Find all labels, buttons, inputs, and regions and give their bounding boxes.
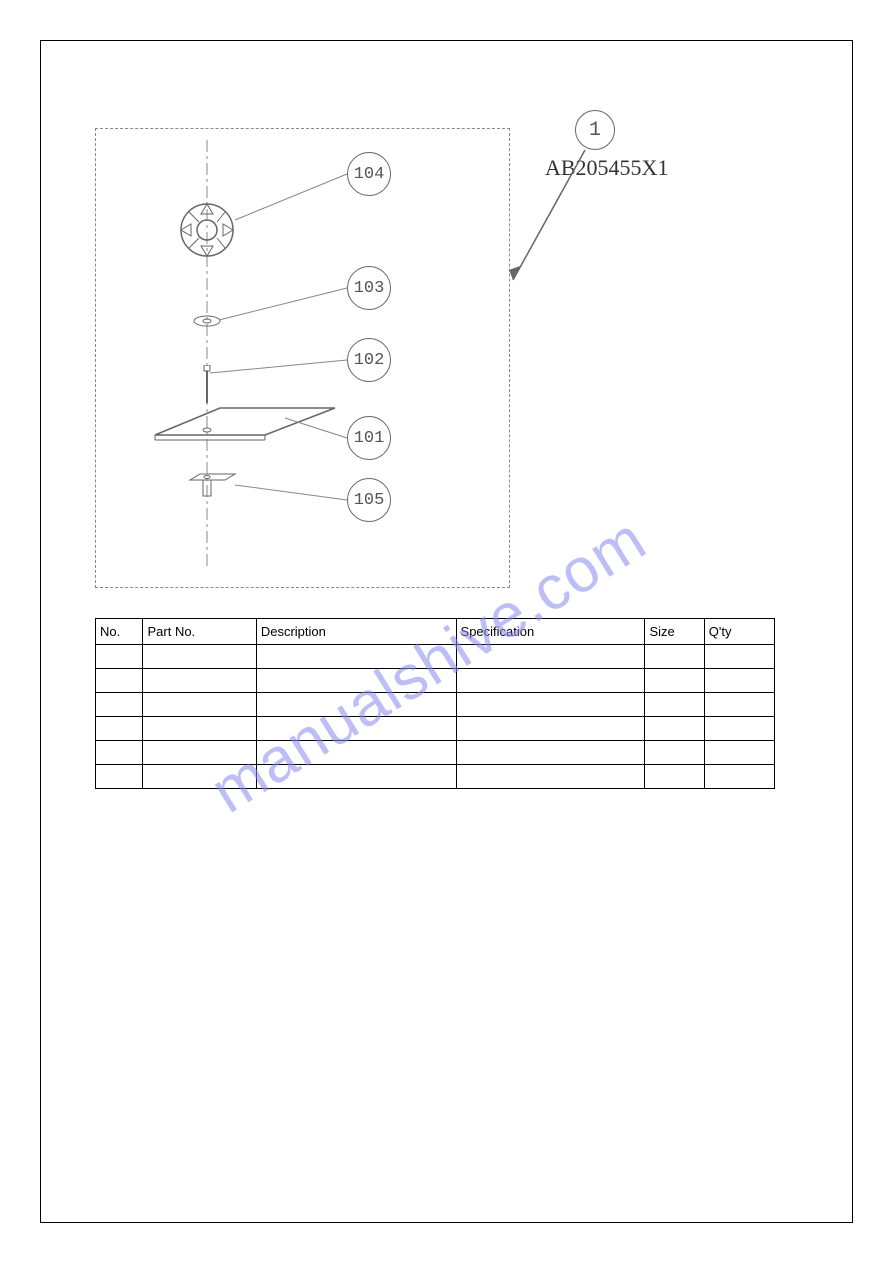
cell-qty — [704, 765, 774, 789]
table-body — [96, 645, 775, 789]
cell-no — [96, 765, 143, 789]
table-row — [96, 645, 775, 669]
table-row — [96, 669, 775, 693]
header-part-no: Part No. — [143, 619, 256, 645]
header-no: No. — [96, 619, 143, 645]
header-size: Size — [645, 619, 704, 645]
cell-qty — [704, 741, 774, 765]
cell-description — [256, 693, 456, 717]
cell-qty — [704, 669, 774, 693]
cell-part-no — [143, 645, 256, 669]
header-description: Description — [256, 619, 456, 645]
cell-no — [96, 693, 143, 717]
cell-part-no — [143, 765, 256, 789]
cell-specification — [456, 741, 645, 765]
cell-size — [645, 741, 704, 765]
table-row — [96, 693, 775, 717]
cell-no — [96, 717, 143, 741]
table-header-row: No. Part No. Description Specification S… — [96, 619, 775, 645]
cell-no — [96, 741, 143, 765]
cell-size — [645, 765, 704, 789]
cell-description — [256, 741, 456, 765]
leader-lines — [95, 110, 515, 590]
parts-table: No. Part No. Description Specification S… — [95, 618, 775, 789]
cell-specification — [456, 645, 645, 669]
cell-qty — [704, 645, 774, 669]
header-qty: Q'ty — [704, 619, 774, 645]
cell-size — [645, 669, 704, 693]
cell-description — [256, 765, 456, 789]
cell-no — [96, 645, 143, 669]
table-row — [96, 765, 775, 789]
cell-part-no — [143, 669, 256, 693]
cell-size — [645, 645, 704, 669]
cell-specification — [456, 717, 645, 741]
cell-part-no — [143, 693, 256, 717]
cell-qty — [704, 717, 774, 741]
cell-size — [645, 693, 704, 717]
cell-no — [96, 669, 143, 693]
cell-size — [645, 717, 704, 741]
table-row — [96, 717, 775, 741]
cell-description — [256, 669, 456, 693]
exploded-diagram: 1 AB205455X1 104 103 — [95, 110, 685, 595]
cell-part-no — [143, 741, 256, 765]
table-row — [96, 741, 775, 765]
cell-specification — [456, 669, 645, 693]
header-specification: Specification — [456, 619, 645, 645]
cell-description — [256, 717, 456, 741]
cell-qty — [704, 693, 774, 717]
cell-specification — [456, 693, 645, 717]
cell-description — [256, 645, 456, 669]
cell-specification — [456, 765, 645, 789]
cell-part-no — [143, 717, 256, 741]
